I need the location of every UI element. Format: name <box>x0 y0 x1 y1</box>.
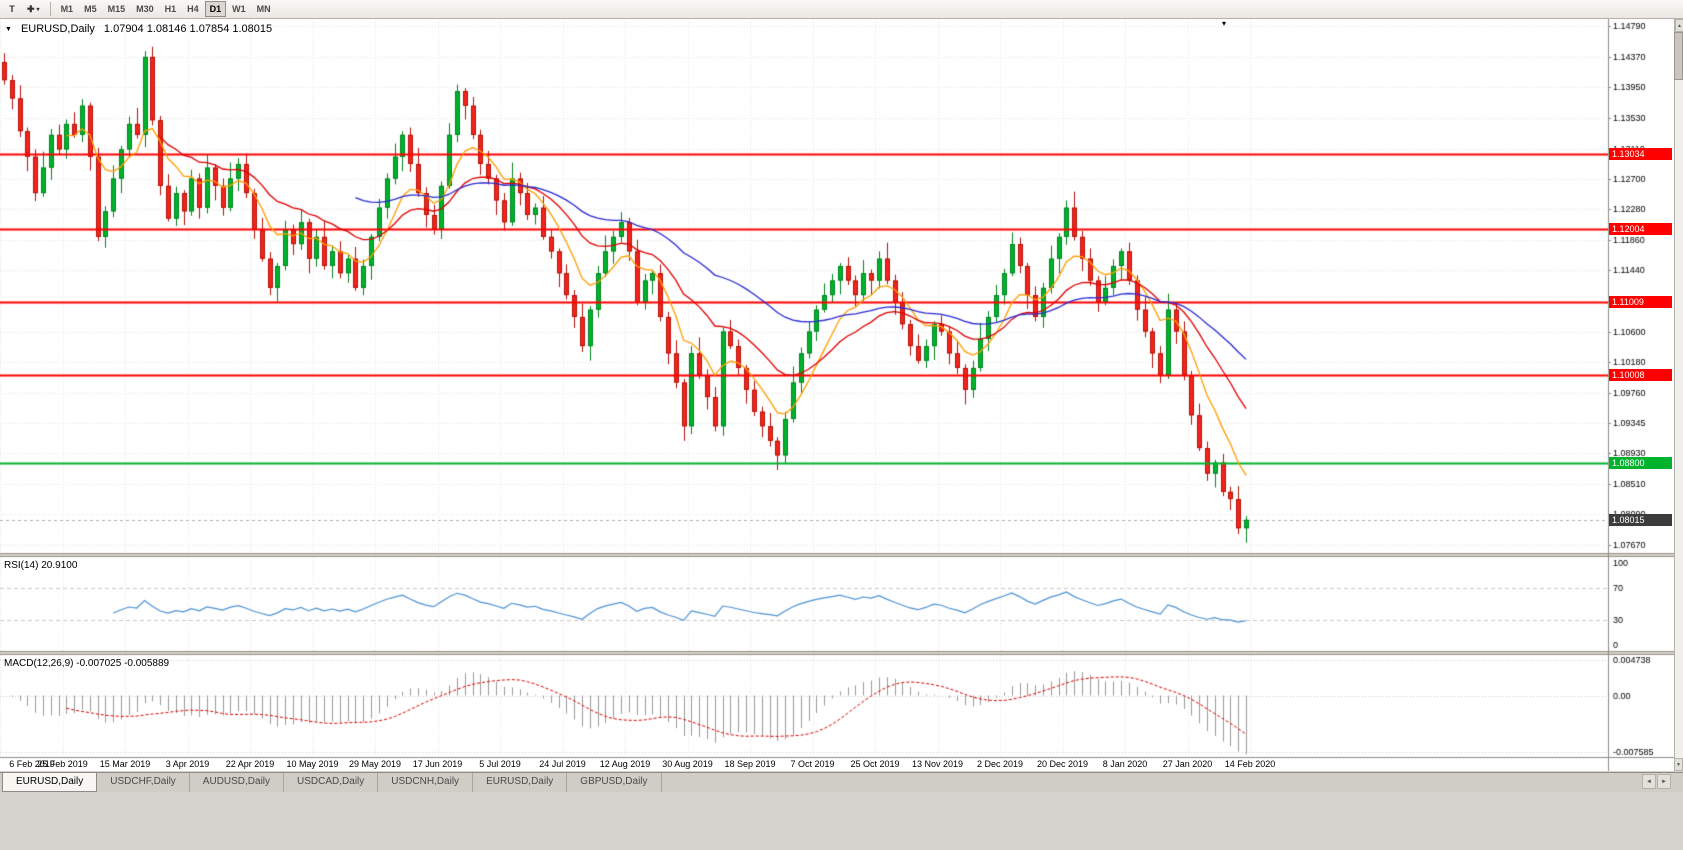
tabs-scroll-right-button[interactable]: ► <box>1657 774 1671 789</box>
date-axis-label: 8 Jan 2020 <box>1102 759 1148 769</box>
price-level-label: 1.13034 <box>1609 148 1672 161</box>
date-axis-label: 14 Feb 2020 <box>1224 759 1276 769</box>
rsi-indicator-label: RSI(14) 20.9100 <box>4 560 78 571</box>
window-bottom-filler <box>0 792 1683 850</box>
chart-tab-gbpusd-daily[interactable]: GBPUSD,Daily <box>567 773 662 792</box>
price-level-label: 1.12004 <box>1609 223 1672 236</box>
chart-header: ▼ EURUSD,Daily 1.07904 1.08146 1.07854 1… <box>5 23 272 35</box>
date-axis-label: 18 Sep 2019 <box>724 759 776 769</box>
chart-shift-marker-icon[interactable]: ▾ <box>1222 19 1227 28</box>
timeframe-group: M1 M5 M15 M30 H1 H4 D1 W1 MN <box>56 1 276 17</box>
date-axis-label: 17 Jun 2019 <box>412 759 463 769</box>
tab-scroll-buttons: ◄ ► <box>1642 774 1671 789</box>
timeframe-button-h4[interactable]: H4 <box>182 1 204 17</box>
chart-canvas[interactable] <box>0 19 1674 771</box>
chart-window: ▼ EURUSD,Daily 1.07904 1.08146 1.07854 1… <box>0 19 1674 771</box>
timeframe-button-m30[interactable]: M30 <box>131 1 159 17</box>
current-price-label: 1.08015 <box>1609 513 1672 526</box>
date-axis-label: 15 Mar 2019 <box>99 759 151 769</box>
date-axis-label: 25 Oct 2019 <box>850 759 900 769</box>
chart-tab-usdchf-daily[interactable]: USDCHF,Daily <box>97 773 190 792</box>
text-tool-button[interactable]: T <box>3 1 21 17</box>
date-axis-label: 22 Apr 2019 <box>225 759 275 769</box>
date-axis-label: 6 Feb 2019 <box>9 759 55 769</box>
date-axis-label: 13 Nov 2019 <box>911 759 964 769</box>
chart-symbol-label: EURUSD,Daily <box>20 23 95 35</box>
timeframe-button-d1[interactable]: D1 <box>204 1 227 17</box>
date-axis-label: 3 Apr 2019 <box>165 759 210 769</box>
price-level-label: 1.11009 <box>1609 295 1672 308</box>
macd-indicator-label: MACD(12,26,9) -0.007025 -0.005889 <box>4 658 170 669</box>
date-axis-label: 7 Oct 2019 <box>790 759 835 769</box>
vertical-scrollbar[interactable]: ▲ ▼ <box>1674 19 1683 771</box>
date-axis: 6 Feb 2019 25 Feb 2019 15 Mar 2019 3 Apr 20… <box>0 758 1608 771</box>
date-axis-label: 5 Jul 2019 <box>479 759 521 769</box>
timeframe-button-m5[interactable]: M5 <box>79 1 102 17</box>
date-axis-label: 2 Dec 2019 <box>976 759 1024 769</box>
toolbar: T ✚ ▾ M1 M5 M15 M30 H1 H4 D1 W1 MN <box>0 0 1683 19</box>
date-axis-label: 12 Aug 2019 <box>599 759 651 769</box>
chart-tab-usdcnh-daily[interactable]: USDCNH,Daily <box>378 773 474 792</box>
crosshair-icon: ✚ <box>27 3 35 14</box>
date-axis-label: 10 May 2019 <box>286 759 339 769</box>
date-axis-label: 25 Feb 2019 <box>37 759 88 769</box>
timeframe-button-m15[interactable]: M15 <box>103 1 131 17</box>
date-axis-label: 27 Jan 2020 <box>1162 759 1213 769</box>
chart-ohlc-values: 1.07904 1.08146 1.07854 1.08015 <box>103 23 273 35</box>
chart-tab-audusd-daily[interactable]: AUDUSD,Daily <box>190 773 285 792</box>
chart-tabs: EURUSD,Daily USDCHF,Daily AUDUSD,Daily USDC… <box>2 773 662 792</box>
crosshair-tool-button[interactable]: ✚ ▾ <box>22 1 45 17</box>
dropdown-caret-icon: ▾ <box>36 6 40 13</box>
chart-tab-eurusd-daily[interactable]: EURUSD,Daily <box>2 773 98 792</box>
date-axis-label: 24 Jul 2019 <box>539 759 586 769</box>
tabs-scroll-left-button[interactable]: ◄ <box>1642 774 1656 789</box>
timeframe-button-w1[interactable]: W1 <box>227 1 251 17</box>
scroll-up-button[interactable]: ▲ <box>1675 19 1683 32</box>
price-level-label: 1.08800 <box>1609 456 1672 469</box>
chart-tab-bar: EURUSD,Daily USDCHF,Daily AUDUSD,Daily USDC… <box>0 772 1683 792</box>
date-axis-label: 20 Dec 2019 <box>1036 759 1089 769</box>
scrollbar-thumb[interactable] <box>1674 32 1683 80</box>
timeframe-button-m1[interactable]: M1 <box>56 1 79 17</box>
toolbar-separator <box>49 2 51 16</box>
text-tool-icon: T <box>9 4 15 14</box>
scroll-down-button[interactable]: ▼ <box>1674 758 1683 771</box>
date-axis-label: 29 May 2019 <box>348 759 402 769</box>
timeframe-button-h1[interactable]: H1 <box>160 1 182 17</box>
timeframe-button-mn[interactable]: MN <box>252 1 276 17</box>
price-level-label: 1.10008 <box>1609 368 1672 381</box>
chart-tab-eurusd-daily[interactable]: EURUSD,Daily <box>473 773 568 792</box>
date-axis-label: 30 Aug 2019 <box>662 759 713 769</box>
chart-menu-icon[interactable]: ▼ <box>5 25 12 33</box>
chart-tab-usdcad-daily[interactable]: USDCAD,Daily <box>284 773 379 792</box>
